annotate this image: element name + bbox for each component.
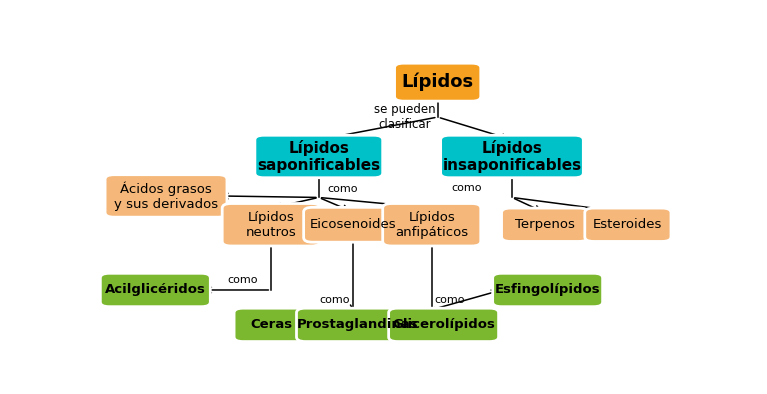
Text: se pueden
clasificar: se pueden clasificar (374, 103, 436, 131)
Text: Ácidos grasos
y sus derivados: Ácidos grasos y sus derivados (114, 181, 218, 211)
FancyBboxPatch shape (105, 175, 227, 217)
Text: como: como (328, 184, 358, 193)
Text: Ceras: Ceras (250, 318, 292, 331)
Text: Lípidos: Lípidos (402, 73, 474, 91)
Text: Lípidos
anfipáticos: Lípidos anfipáticos (395, 211, 469, 239)
Text: como: como (227, 275, 258, 284)
FancyBboxPatch shape (502, 208, 588, 242)
Text: Lípidos
insaponificables: Lípidos insaponificables (443, 140, 581, 173)
FancyBboxPatch shape (100, 273, 210, 307)
Text: Lípidos
neutros: Lípidos neutros (246, 211, 297, 239)
FancyBboxPatch shape (492, 273, 603, 307)
FancyBboxPatch shape (234, 308, 308, 342)
FancyBboxPatch shape (304, 207, 402, 242)
Text: como: como (435, 295, 466, 305)
FancyBboxPatch shape (297, 308, 418, 342)
FancyBboxPatch shape (394, 63, 481, 101)
Text: Glicerolípidos: Glicerolípidos (392, 318, 495, 331)
FancyBboxPatch shape (389, 308, 499, 342)
Text: como: como (452, 183, 482, 193)
Text: Esteroides: Esteroides (593, 218, 663, 231)
Text: Prostaglandinas: Prostaglandinas (297, 318, 418, 331)
FancyBboxPatch shape (255, 135, 383, 178)
Text: Lípidos
saponificables: Lípidos saponificables (257, 140, 380, 173)
Text: Acilglicéridos: Acilglicéridos (105, 284, 206, 296)
Text: Terpenos: Terpenos (515, 218, 574, 231)
FancyBboxPatch shape (440, 135, 583, 178)
FancyBboxPatch shape (383, 204, 481, 246)
Text: Esfingolípidos: Esfingolípidos (495, 284, 601, 296)
Text: como: como (319, 295, 350, 305)
FancyBboxPatch shape (584, 208, 671, 242)
Text: Eicosenoides: Eicosenoides (309, 218, 396, 231)
FancyBboxPatch shape (222, 204, 321, 246)
